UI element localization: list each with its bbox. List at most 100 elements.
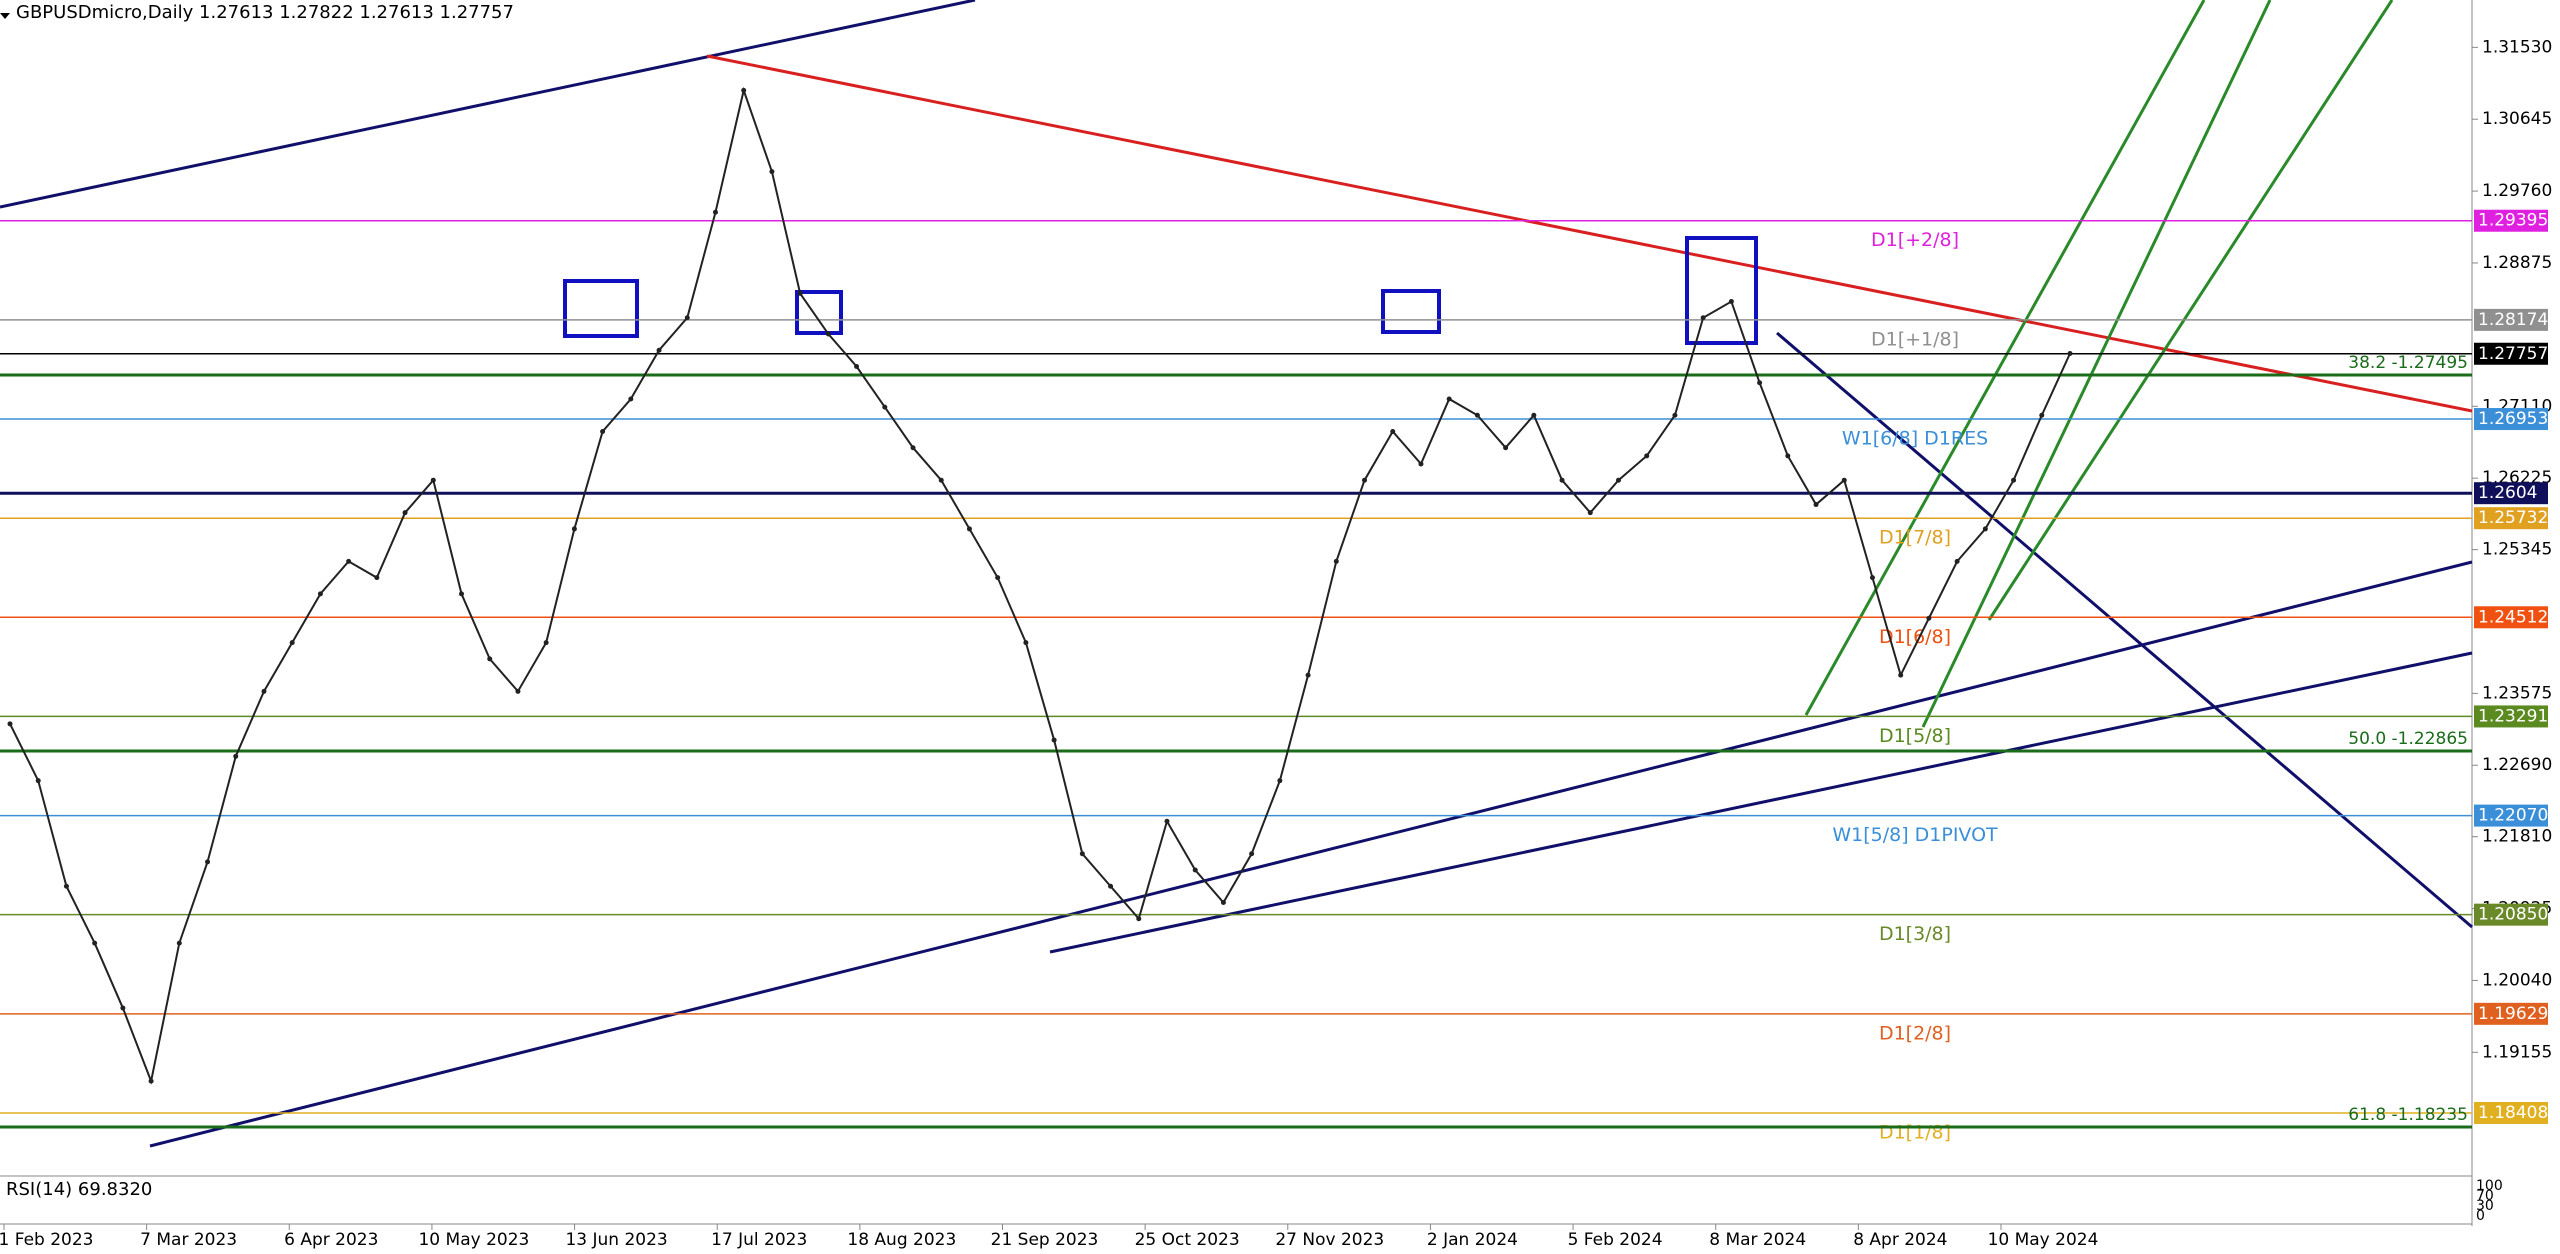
price-box — [2474, 903, 2548, 926]
fib-label: 50.0 -1.22865 — [2348, 729, 2468, 749]
close-point — [317, 591, 323, 597]
close-point — [1305, 672, 1311, 678]
price-box — [2474, 209, 2548, 232]
close-point — [1982, 526, 1988, 532]
trendline — [706, 54, 2473, 413]
x-tick-label: 2 Jan 2024 — [1427, 1230, 1518, 1250]
x-tick-label: 6 Apr 2023 — [284, 1230, 378, 1250]
y-tick-label: 1.30645 — [2482, 109, 2552, 129]
close-point — [825, 331, 831, 337]
y-tick-label: 1.23575 — [2482, 683, 2552, 703]
x-tick-label: 21 Sep 2023 — [991, 1230, 1099, 1250]
close-point — [1079, 851, 1085, 857]
close-point — [1672, 412, 1678, 418]
close-point — [1446, 396, 1452, 402]
x-tick-label: 5 Feb 2024 — [1568, 1230, 1663, 1250]
close-point — [995, 575, 1001, 581]
x-tick-label: 8 Apr 2024 — [1853, 1230, 1947, 1250]
price-box — [2474, 342, 2548, 365]
fib-label: 61.8 -1.18235 — [2348, 1105, 2468, 1125]
y-tick-label: 1.21810 — [2482, 827, 2552, 847]
close-point — [430, 477, 436, 483]
close-point — [1559, 477, 1565, 483]
close-point — [261, 688, 267, 694]
close-point — [966, 526, 972, 532]
x-tick-label: 8 Mar 2024 — [1709, 1230, 1806, 1250]
close-point — [515, 688, 521, 694]
price-box-label: 1.25732 — [2478, 508, 2548, 528]
close-point — [35, 778, 41, 784]
trendline — [1987, 0, 2394, 621]
price-box — [2474, 408, 2548, 431]
close-point — [1700, 315, 1706, 321]
close-point — [684, 315, 690, 321]
x-tick-label: 18 Aug 2023 — [847, 1230, 956, 1250]
close-point — [1418, 461, 1424, 467]
close-point — [487, 656, 493, 662]
close-point — [289, 640, 295, 646]
close-point — [1869, 575, 1875, 581]
close-point — [1277, 778, 1283, 784]
close-point — [1841, 477, 1847, 483]
close-point — [1023, 640, 1029, 646]
close-point — [1474, 412, 1480, 418]
close-point — [600, 428, 606, 434]
close-point — [712, 209, 718, 215]
price-box — [2474, 482, 2548, 505]
price-box-label: 1.20850 — [2478, 905, 2548, 925]
close-point — [1249, 851, 1255, 857]
boxes — [563, 236, 1758, 345]
y-tick-label: 1.29760 — [2482, 181, 2552, 201]
close-point — [92, 940, 98, 946]
level-label: D1[+1/8] — [1871, 328, 1959, 350]
close-point — [854, 364, 860, 370]
close-point — [1785, 453, 1791, 459]
price-box-label: 1.24512 — [2478, 607, 2548, 627]
close-point — [2011, 477, 2017, 483]
close-point — [233, 753, 239, 759]
y-tick-label: 1.31530 — [2482, 37, 2552, 57]
trendline — [1921, 0, 2272, 728]
highlight-box — [1685, 236, 1758, 345]
close-point — [2067, 351, 2073, 357]
price-box — [2474, 804, 2548, 827]
close-point — [656, 347, 662, 353]
close-point — [1813, 502, 1819, 508]
menu-arrow[interactable] — [0, 13, 10, 19]
rsi-tick-label: 0 — [2476, 1208, 2485, 1224]
price-box-label: 1.19629 — [2478, 1004, 2548, 1024]
close-point — [1390, 428, 1396, 434]
close-point — [1926, 615, 1932, 621]
highlight-box — [795, 290, 843, 335]
highlight-box — [563, 279, 639, 338]
y-tick-label: 1.19155 — [2482, 1042, 2552, 1062]
close-point — [1220, 899, 1226, 905]
close-point — [374, 575, 380, 581]
close-point — [1136, 916, 1142, 922]
trendline — [149, 560, 2473, 1148]
level-label: D1[7/8] — [1879, 527, 1951, 549]
trendline — [1804, 0, 2206, 716]
close-point — [63, 883, 69, 889]
level-label: D1[6/8] — [1879, 626, 1951, 648]
level-label: D1[3/8] — [1879, 923, 1951, 945]
close-point — [459, 591, 465, 597]
close-point — [7, 721, 13, 727]
y-tick-label: 1.20040 — [2482, 970, 2552, 990]
x-tick-label: 25 Oct 2023 — [1135, 1230, 1240, 1250]
price-box-label: 1.2604 — [2478, 483, 2537, 503]
close-point — [1757, 380, 1763, 386]
close-point — [769, 169, 775, 175]
price-box-label: 1.23291 — [2478, 706, 2548, 726]
y-tick-label: 1.22690 — [2482, 755, 2552, 775]
price-box-label: 1.27757 — [2478, 344, 2548, 364]
close-point — [1362, 477, 1368, 483]
close-point — [1051, 737, 1057, 743]
close-point — [148, 1078, 154, 1084]
fib-label: 38.2 -1.27495 — [2348, 353, 2468, 373]
trendline — [0, 0, 976, 209]
price-box — [2474, 308, 2548, 331]
close-point — [1108, 883, 1114, 889]
